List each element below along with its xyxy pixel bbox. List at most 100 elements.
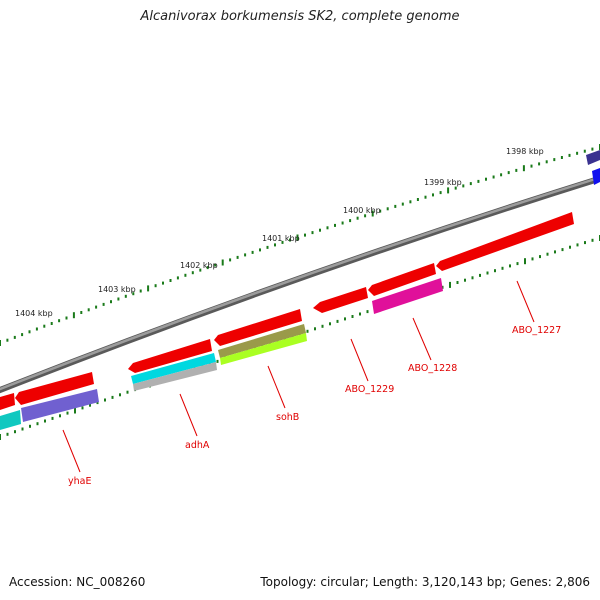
outer-scale-tick: [507, 171, 510, 175]
outer-scale-tick: [132, 292, 135, 296]
outer-scale-tick: [545, 160, 548, 164]
outer-scale-tick: [87, 308, 90, 312]
inner-scale-tick: [21, 427, 24, 431]
inner-scale-tick: [126, 390, 129, 394]
inner-scale-tick: [449, 281, 451, 288]
outer-scale-tick: [251, 250, 254, 254]
gene-forward-3[interactable]: [128, 339, 212, 373]
gene-forward-4[interactable]: [214, 309, 302, 346]
gene-abo-1228[interactable]: [372, 278, 443, 314]
gene-adha-gray[interactable]: [133, 362, 217, 391]
outer-scale-tick: [139, 289, 142, 293]
outer-scale-tick: [394, 204, 397, 208]
outer-scale-tick: [13, 335, 16, 339]
inner-scale-tick: [524, 258, 526, 265]
gene-label-adha: adhA: [185, 440, 210, 451]
scale-label-1402: 1402 kbp: [180, 261, 218, 270]
outer-scale-tick: [439, 191, 442, 195]
gene-label-abo-1229: ABO_1229: [345, 384, 394, 395]
gene-abo-1229[interactable]: [313, 287, 368, 313]
outer-scale-tick: [95, 305, 98, 309]
gene-yhae[interactable]: [21, 389, 99, 422]
inner-scale-tick: [456, 281, 459, 284]
inner-scale-tick: [216, 359, 219, 363]
outer-scale-tick: [110, 300, 112, 304]
outer-scale-tick: [184, 273, 187, 277]
inner-scale-tick: [306, 329, 309, 333]
outer-scale-tick: [43, 324, 46, 328]
gene-forward-2[interactable]: [15, 372, 94, 405]
gene-forward-blue[interactable]: [592, 168, 600, 185]
inner-scale-tick: [14, 430, 16, 434]
outer-scale-tick: [560, 156, 563, 159]
gene-forward-navy[interactable]: [586, 150, 600, 165]
inner-scale-tick: [539, 255, 541, 259]
gene-sohb-olive[interactable]: [218, 324, 306, 358]
outer-scale-tick: [371, 210, 374, 217]
genome-backbone-highlight: [0, 176, 600, 391]
outer-scale-tick: [259, 248, 261, 252]
outer-scale-tick: [462, 184, 465, 188]
inner-scale-tick: [359, 312, 361, 316]
inner-scale-tick: [351, 315, 354, 318]
inner-scale-tick: [336, 319, 339, 323]
inner-scale-tick: [494, 269, 496, 273]
outer-scale-tick: [154, 284, 157, 288]
inner-scale-tick: [531, 257, 534, 261]
inner-scale-tick: [104, 398, 106, 402]
outer-scale-tick: [386, 207, 389, 211]
inner-scale-tick: [441, 285, 444, 289]
scale-label-1398: 1398 kbp: [506, 147, 544, 156]
inner-scale-tick: [344, 317, 346, 321]
outer-scale-tick: [515, 168, 518, 172]
outer-scale-tick: [0, 340, 1, 346]
outer-scale-tick: [583, 149, 586, 153]
scale-ticks-outer: [0, 144, 600, 346]
outer-scale-tick: [454, 186, 457, 190]
gene-forward-6[interactable]: [368, 263, 436, 296]
inner-scale-tick: [314, 327, 316, 331]
outer-scale-tick: [199, 268, 202, 272]
outer-scale-tick: [35, 327, 38, 331]
inner-scale-tick: [509, 264, 511, 268]
gene-abo-1227[interactable]: [436, 212, 574, 271]
outer-scale-tick: [102, 302, 105, 306]
inner-scale-tick: [569, 245, 571, 249]
outer-scale-tick: [469, 182, 472, 186]
inner-scale-tick: [29, 424, 31, 428]
outer-scale-tick: [169, 279, 172, 282]
gene-forward-1[interactable]: [0, 393, 15, 410]
inner-scale-tick: [44, 419, 46, 423]
outer-scale-tick: [214, 263, 217, 267]
inner-scale-tick: [36, 422, 39, 426]
inner-scale-tick: [66, 411, 69, 415]
outer-scale-tick: [124, 294, 127, 298]
outer-scale-tick: [58, 319, 61, 323]
inner-scale-tick: [591, 238, 594, 242]
gene-sohb-lime[interactable]: [220, 333, 307, 365]
outer-scale-tick: [485, 177, 487, 181]
outer-scale-tick: [206, 266, 209, 270]
inner-scale-tick: [366, 310, 369, 314]
outer-scale-tick: [409, 200, 412, 204]
forward-strand-genes: [0, 150, 600, 410]
outer-scale-tick: [477, 179, 480, 183]
outer-scale-tick: [80, 311, 83, 314]
inner-scale-tick: [0, 434, 1, 440]
scale-label-1403: 1403 kbp: [98, 285, 136, 294]
outer-scale-tick: [236, 255, 239, 259]
gene-teal[interactable]: [0, 410, 21, 430]
inner-scale-tick: [59, 414, 61, 418]
outer-scale-tick: [591, 147, 594, 151]
inner-scale-tick: [464, 278, 466, 282]
outer-scale-tick: [576, 151, 579, 155]
gene-adha-cyan[interactable]: [131, 353, 216, 384]
outer-scale-tick: [50, 322, 53, 325]
inner-scale-tick: [6, 432, 9, 436]
inner-scale-tick: [119, 393, 121, 397]
outer-scale-tick: [416, 198, 419, 201]
outer-scale-tick: [326, 226, 329, 230]
outer-scale-tick: [117, 297, 120, 301]
outer-scale-tick: [176, 276, 179, 280]
